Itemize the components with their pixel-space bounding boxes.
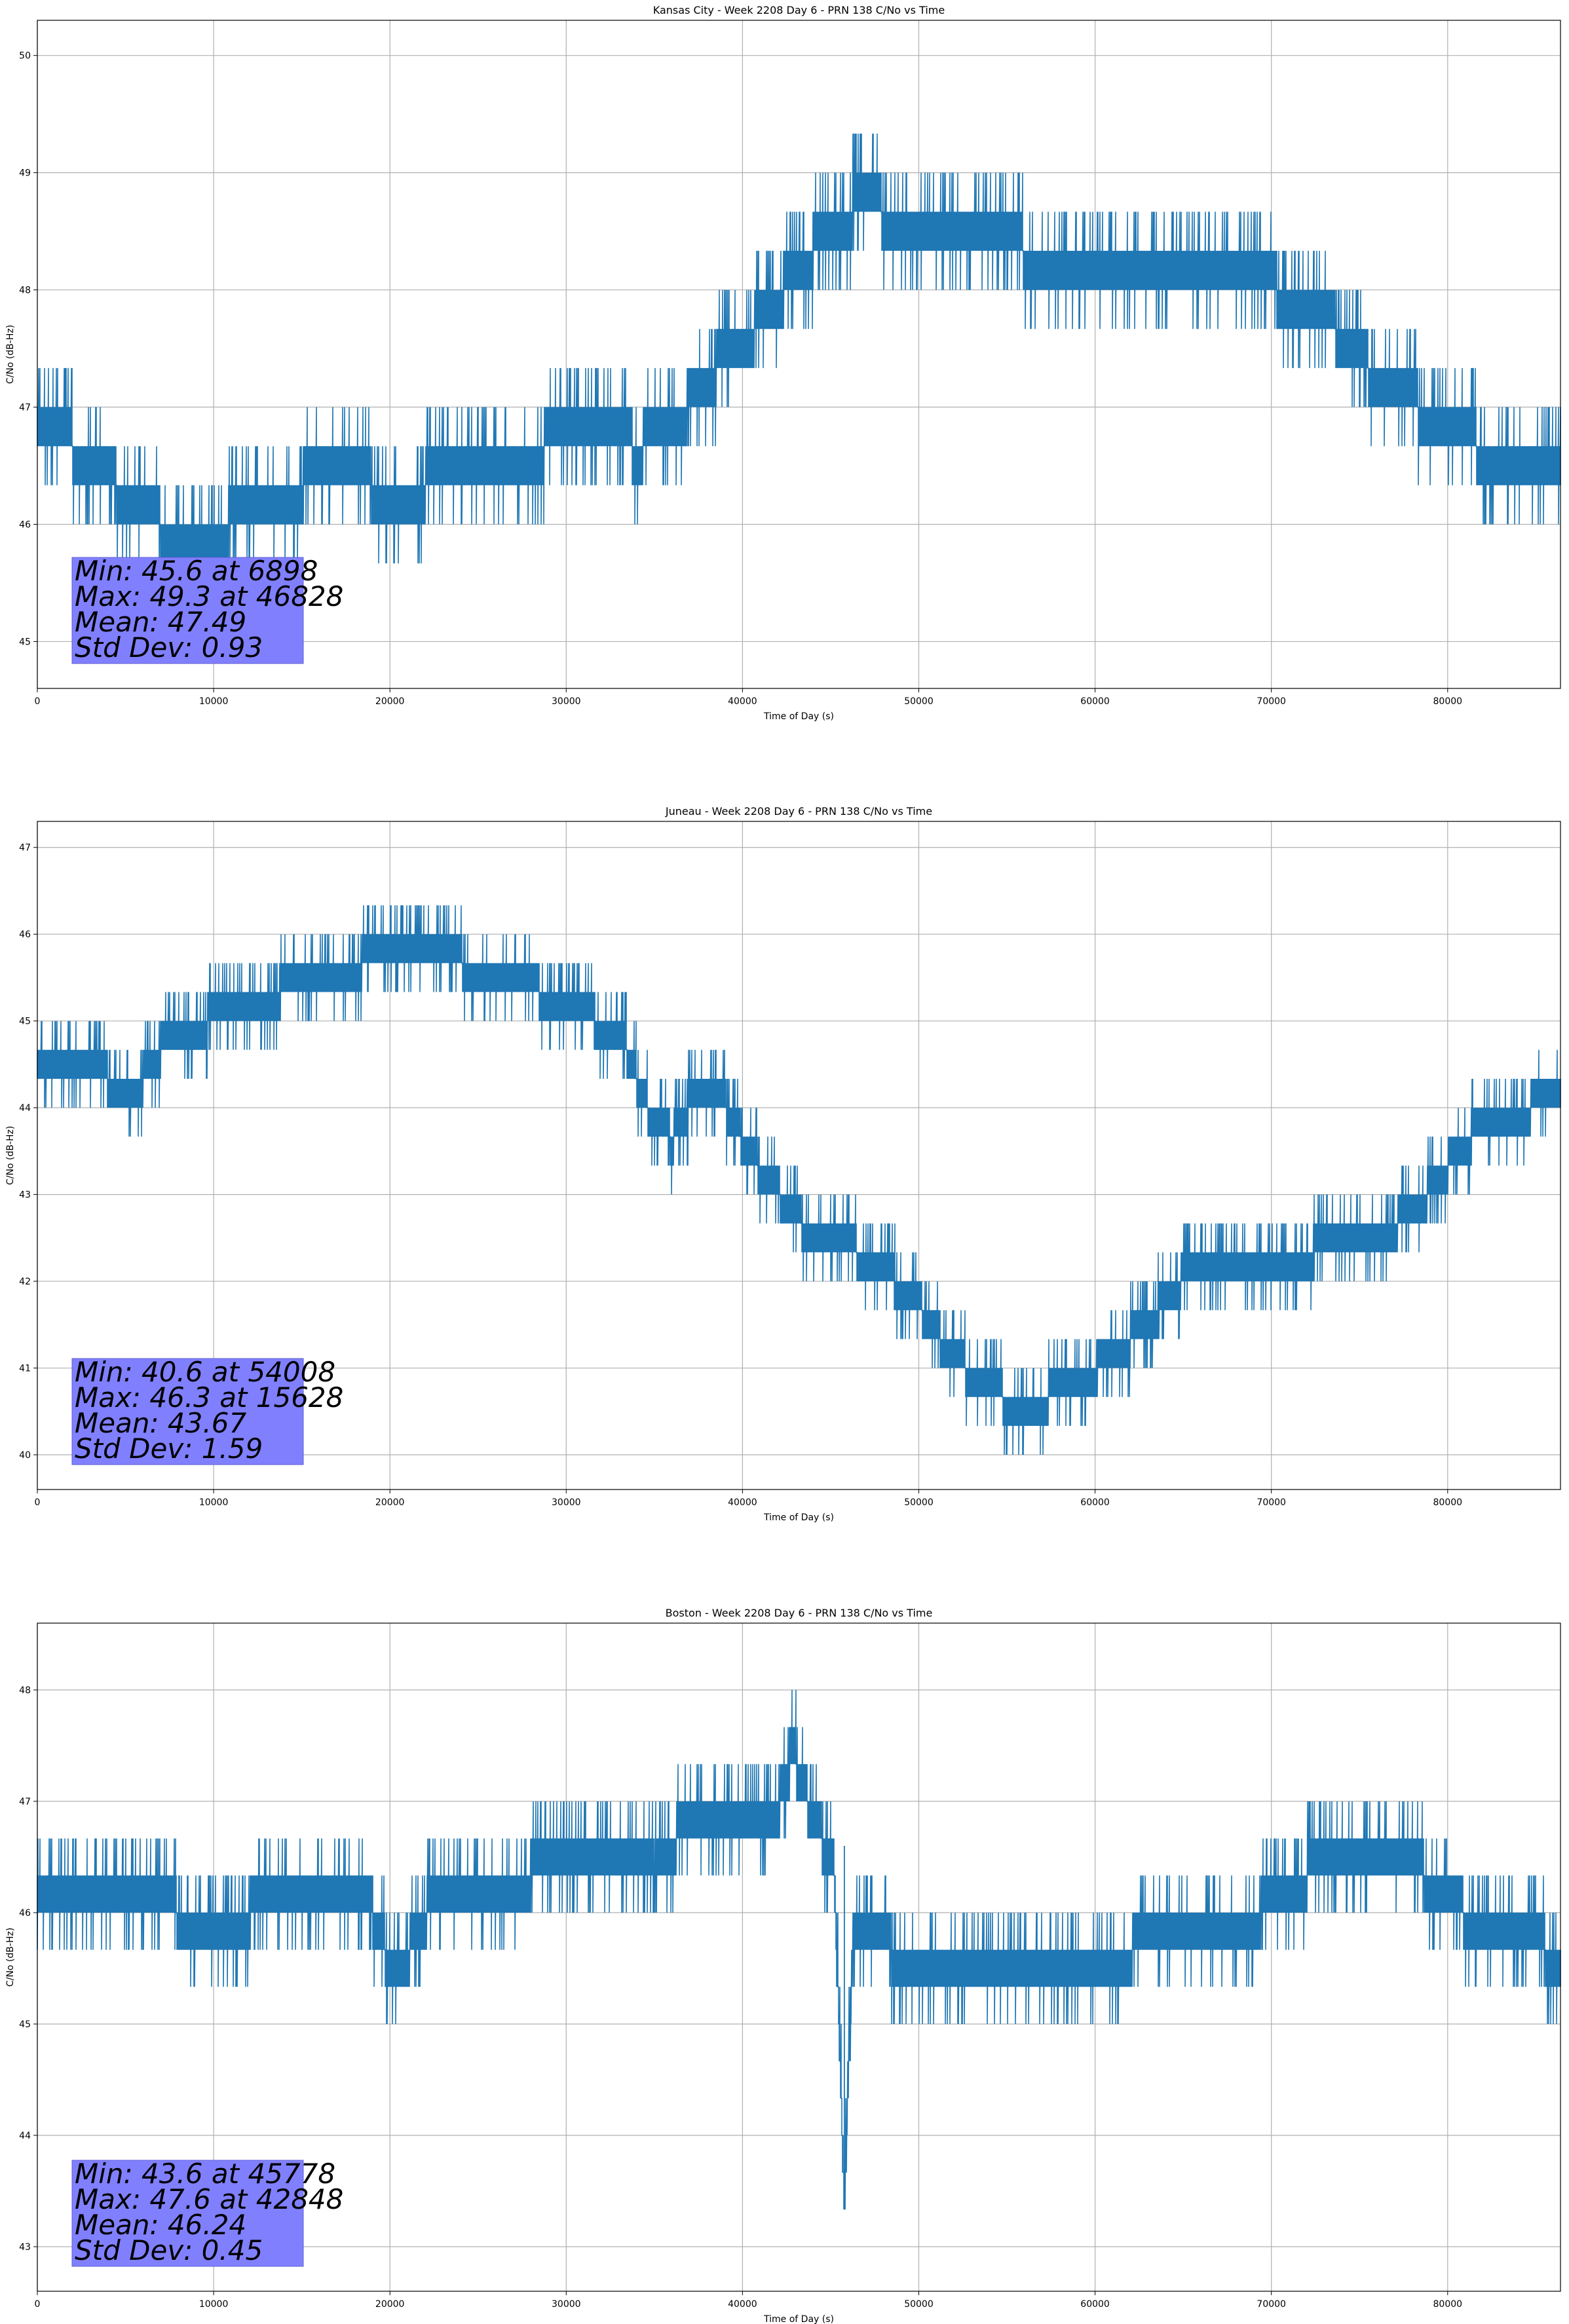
x-tick-label: 80000: [1433, 1497, 1463, 1508]
axes-frame: [37, 20, 1561, 689]
stats-line: Min: 40.6 at 54008: [75, 1356, 335, 1388]
stats-box: [71, 2160, 304, 2267]
stats-line: Max: 49.3 at 46828: [75, 580, 343, 612]
x-tick-label: 10000: [199, 1497, 229, 1508]
x-tick-label: 0: [35, 2299, 41, 2310]
y-tick-label: 41: [19, 1364, 31, 1374]
x-axis-label: Time of Day (s): [763, 711, 834, 722]
y-tick-label: 46: [19, 519, 31, 530]
x-tick-label: 80000: [1433, 696, 1463, 707]
axes-frame: [37, 821, 1561, 1490]
stats-line: Min: 43.6 at 45778: [75, 2158, 335, 2190]
y-tick-label: 40: [19, 1450, 31, 1461]
series-line: [37, 1689, 1561, 2210]
stats-line: Mean: 43.67: [75, 1407, 246, 1439]
x-tick-label: 30000: [552, 1497, 581, 1508]
x-tick-label: 50000: [904, 696, 934, 707]
stats-line: Std Dev: 0.93: [75, 631, 263, 664]
y-axis-label: C/No (dB-Hz): [5, 1126, 16, 1185]
x-tick-label: 80000: [1433, 2299, 1463, 2310]
x-axis-label: Time of Day (s): [763, 2314, 834, 2324]
x-tick-label: 20000: [375, 696, 405, 707]
y-tick-label: 48: [19, 286, 31, 296]
x-tick-label: 70000: [1257, 2299, 1286, 2310]
y-tick-label: 46: [19, 929, 31, 940]
x-axis-label: Time of Day (s): [763, 1512, 834, 1523]
chart-panel-3: 0 10000 20000 30000 40000 50000 60000 70000 8000…: [5, 1607, 1561, 2324]
chart-panel-1: 0 10000 20000 30000 40000 50000 60000 70000 8000…: [5, 4, 1561, 722]
y-axis-label: C/No (dB-Hz): [5, 1928, 16, 1987]
stats-line: Min: 45.6 at 6898: [75, 555, 318, 587]
x-tick-label: 30000: [552, 2299, 581, 2310]
y-tick-label: 49: [19, 168, 31, 179]
y-tick-label: 46: [19, 1908, 31, 1919]
y-tick-label: 43: [19, 2242, 31, 2253]
stats-line: Max: 46.3 at 15628: [75, 1381, 343, 1414]
x-tick-label: 40000: [728, 2299, 757, 2310]
series-line: [37, 133, 1561, 603]
stats-line: Mean: 47.49: [75, 606, 246, 638]
stats-box: [71, 557, 304, 664]
x-tick-label: 60000: [1080, 2299, 1110, 2310]
chart-panel-2: 0 10000 20000 30000 40000 50000 60000 70000 8000…: [5, 805, 1561, 1523]
x-tick-label: 30000: [552, 696, 581, 707]
y-tick-label: 47: [19, 1797, 31, 1807]
y-tick-label: 45: [19, 2019, 31, 2030]
x-tick-label: 10000: [199, 696, 229, 707]
series-line: [37, 905, 1561, 1455]
x-tick-label: 50000: [904, 2299, 934, 2310]
x-tick-label: 60000: [1080, 1497, 1110, 1508]
x-tick-label: 70000: [1257, 1497, 1286, 1508]
stats-line: Max: 47.6 at 42848: [75, 2183, 343, 2215]
stats-line: Std Dev: 0.45: [75, 2234, 263, 2266]
y-axis-label: C/No (dB-Hz): [5, 325, 16, 384]
axes-frame: [37, 1622, 1561, 2292]
y-tick-label: 44: [19, 1103, 31, 1114]
x-tick-label: 10000: [199, 2299, 229, 2310]
y-tick-label: 48: [19, 1685, 31, 1696]
x-tick-label: 50000: [904, 1497, 934, 1508]
x-tick-label: 60000: [1080, 696, 1110, 707]
stats-line: Std Dev: 1.59: [75, 1433, 263, 1465]
y-tick-label: 45: [19, 1017, 31, 1027]
x-tick-label: 0: [35, 1497, 41, 1508]
x-tick-label: 20000: [375, 2299, 405, 2310]
x-tick-label: 0: [35, 696, 41, 707]
y-tick-label: 47: [19, 843, 31, 853]
chart-title: Juneau - Week 2208 Day 6 - PRN 138 C/No …: [665, 805, 932, 817]
y-tick-label: 50: [19, 51, 31, 62]
y-tick-label: 45: [19, 637, 31, 647]
y-tick-label: 42: [19, 1277, 31, 1287]
y-tick-label: 43: [19, 1190, 31, 1201]
x-tick-label: 40000: [728, 1497, 757, 1508]
stats-box: [71, 1358, 304, 1465]
y-tick-label: 44: [19, 2131, 31, 2141]
chart-title: Kansas City - Week 2208 Day 6 - PRN 138 …: [653, 4, 945, 16]
x-tick-label: 40000: [728, 696, 757, 707]
y-tick-label: 47: [19, 403, 31, 413]
stats-line: Mean: 46.24: [75, 2209, 246, 2241]
x-tick-label: 20000: [375, 1497, 405, 1508]
chart-title: Boston - Week 2208 Day 6 - PRN 138 C/No …: [666, 1607, 933, 1619]
x-tick-label: 70000: [1257, 696, 1286, 707]
